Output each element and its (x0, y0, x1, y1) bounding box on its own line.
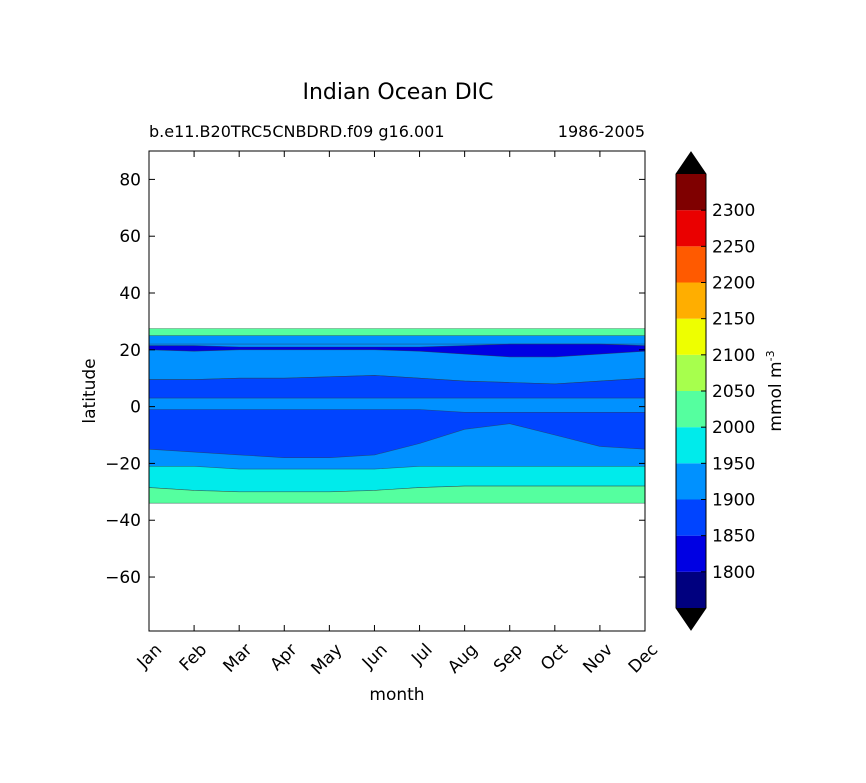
x-tick-label: Oct (537, 640, 572, 675)
x-tick-label: Sep (490, 640, 527, 677)
colorbar-segment (676, 463, 706, 500)
y-tick-label: 80 (119, 170, 141, 190)
colorbar-segment (676, 427, 706, 464)
x-tick-label: Aug (444, 640, 482, 678)
colorbar-segment (676, 571, 706, 608)
colorbar-tick-label: 2250 (712, 237, 755, 257)
x-tick-label: Jul (407, 640, 436, 669)
x-tick-label: Mar (220, 640, 257, 677)
colorbar-label: mmol m-3 (764, 350, 786, 431)
colorbar-extend-under (676, 608, 706, 630)
colorbar-tick-label: 1950 (712, 454, 755, 474)
chart-subtitle-left: b.e11.B20TRC5CNBDRD.f09 g16.001 (149, 122, 445, 141)
colorbar-segment (676, 318, 706, 355)
colorbar-tick-label: 1800 (712, 563, 755, 583)
y-axis-label: latitude (80, 358, 100, 423)
plot-frame (148, 150, 646, 632)
y-tick-label: 0 (130, 398, 141, 418)
colorbar-tick-label: 1850 (712, 527, 755, 547)
contour-plot-area (148, 328, 646, 504)
y-tick-label: 60 (119, 227, 141, 247)
y-tick-label: 40 (119, 284, 141, 304)
colorbar-tick-label: 2300 (712, 201, 755, 221)
colorbar-segment (676, 354, 706, 391)
x-tick-label: Dec (625, 640, 662, 677)
colorbar-tick-label: 2100 (712, 346, 755, 366)
colorbar-tick-label: 2000 (712, 418, 755, 438)
colorbar-tick-label: 2150 (712, 310, 755, 330)
colorbar-segment (676, 535, 706, 572)
x-tick-label: Jun (358, 640, 392, 674)
chart-title: Indian Ocean DIC (302, 80, 493, 105)
y-tick-label: 20 (119, 341, 141, 361)
colorbar-label-exponent: -3 (764, 350, 777, 361)
colorbar: 1800 1850 1900 1950 2000 2050 2100 2150 2200 2250… (675, 151, 755, 631)
colorbar-segment (676, 210, 706, 247)
colorbar-tick-label: 2050 (712, 382, 755, 402)
contour-region-0 (148, 328, 646, 336)
x-tick-label: Apr (266, 640, 301, 675)
colorbar-segment (676, 246, 706, 283)
colorbar-label-unit: mmol m (766, 361, 786, 431)
colorbar-extend-over (676, 152, 706, 174)
y-tick-label: −20 (105, 454, 141, 474)
colorbar-segment (676, 174, 706, 211)
colorbar-segment (676, 499, 706, 536)
colorbar-outline (675, 151, 707, 631)
x-tick-label: Jan (133, 640, 166, 673)
y-tick-label: −40 (105, 511, 141, 531)
colorbar-segment (676, 391, 706, 428)
chart-subtitle-right: 1986-2005 (558, 122, 645, 141)
colorbar-segment (676, 282, 706, 319)
y-tick-label: −60 (105, 568, 141, 588)
x-tick-label: May (308, 640, 347, 679)
x-axis-label: month (369, 685, 424, 705)
x-tick-label: Feb (176, 640, 211, 675)
x-tick-label: Nov (579, 640, 617, 678)
colorbar-tick-label: 1900 (712, 491, 755, 511)
colorbar-tick-label: 2200 (712, 274, 755, 294)
y-axis: 80 60 40 20 0 −20 −40 −60 (105, 170, 645, 588)
